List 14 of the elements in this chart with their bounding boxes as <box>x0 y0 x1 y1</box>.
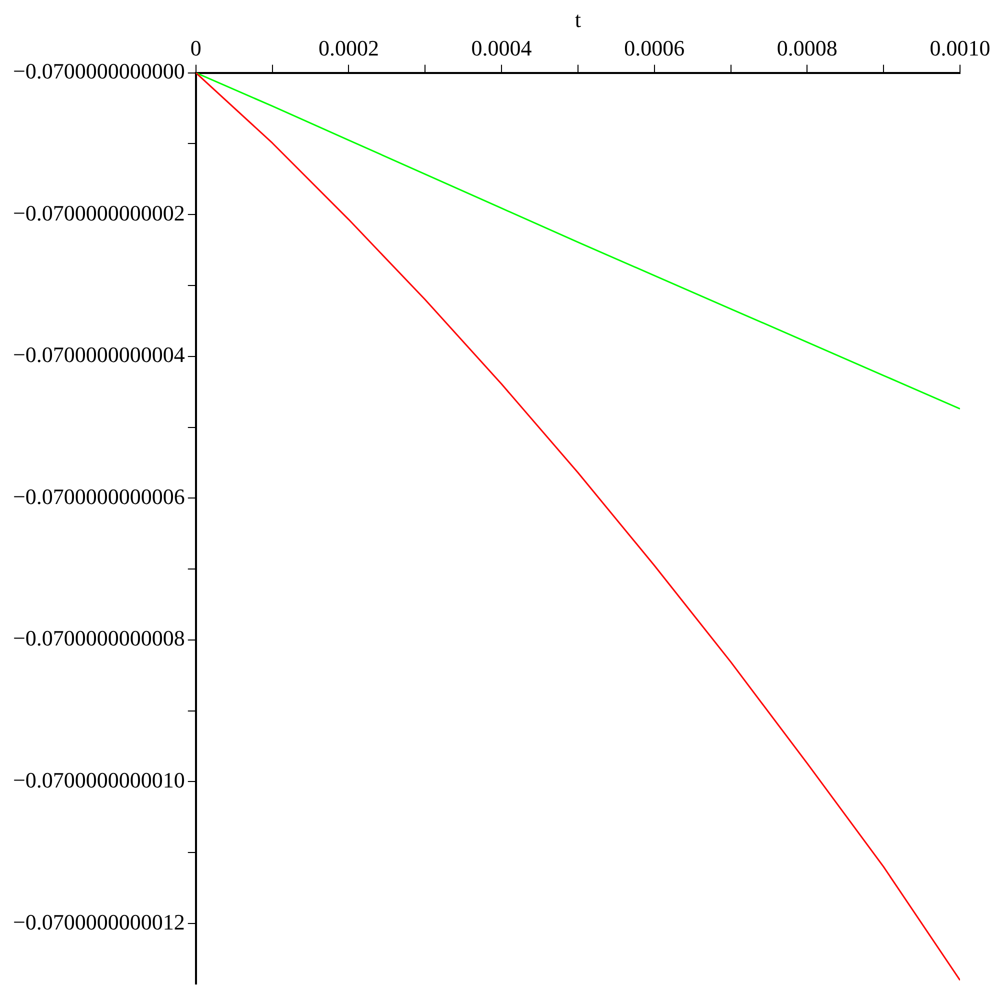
x-tick-label: 0.0006 <box>624 35 685 60</box>
y-tick-label: −0.0700000000000 <box>12 58 185 84</box>
y-tick-label: −0.0700000000008 <box>12 626 185 651</box>
x-tick-label: 0.0008 <box>776 35 838 60</box>
y-tick-label: −0.0700000000010 <box>12 768 185 793</box>
y-tick-label: −0.0700000000012 <box>12 909 185 934</box>
y-tick-label: −0.0700000000006 <box>12 484 185 509</box>
x-axis-title: t <box>574 6 582 32</box>
y-tick-label: −0.0700000000004 <box>12 342 185 368</box>
x-tick-label: 0.0004 <box>471 35 532 60</box>
y-tick-label: −0.0700000000002 <box>12 200 185 226</box>
x-tick-label: 0.0002 <box>318 35 379 60</box>
x-tick-label: 0 <box>190 35 202 60</box>
x-tick-label: 0.0010 <box>930 35 990 60</box>
